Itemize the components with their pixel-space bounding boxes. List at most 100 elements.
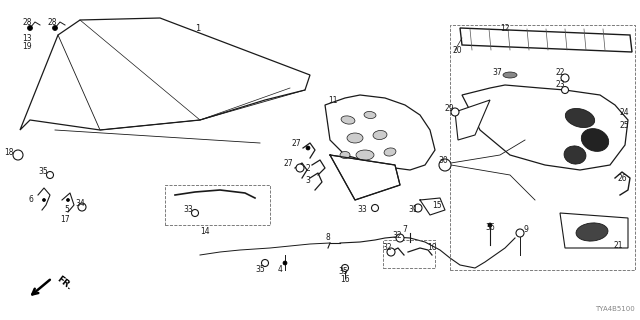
Text: 35: 35: [255, 266, 265, 275]
Bar: [165, 185, 270, 225]
Ellipse shape: [364, 111, 376, 118]
Circle shape: [298, 165, 303, 171]
Circle shape: [452, 109, 458, 115]
Text: 6: 6: [28, 196, 33, 204]
Text: 27: 27: [291, 139, 301, 148]
Bar: [383, 240, 435, 268]
Text: 31: 31: [408, 205, 418, 214]
Text: 13: 13: [22, 34, 31, 43]
Text: 10: 10: [427, 243, 436, 252]
Circle shape: [283, 261, 287, 265]
Text: 21: 21: [614, 241, 623, 250]
Circle shape: [343, 266, 347, 270]
Ellipse shape: [347, 133, 363, 143]
Text: 37: 37: [492, 68, 502, 76]
Circle shape: [47, 172, 54, 179]
Text: 33: 33: [357, 205, 367, 214]
Text: 7: 7: [402, 226, 407, 235]
Circle shape: [396, 234, 404, 242]
Circle shape: [439, 159, 451, 171]
Circle shape: [48, 173, 52, 177]
Text: 12: 12: [500, 23, 509, 33]
Circle shape: [416, 206, 420, 210]
Text: 17: 17: [60, 215, 70, 225]
Text: 32: 32: [382, 243, 392, 252]
Text: 23: 23: [556, 79, 566, 89]
Circle shape: [78, 203, 86, 211]
Text: 9: 9: [524, 226, 529, 235]
Bar: [450, 25, 635, 270]
Text: 15: 15: [432, 201, 442, 210]
Circle shape: [561, 74, 569, 82]
Text: 11: 11: [328, 95, 337, 105]
Circle shape: [563, 88, 567, 92]
Ellipse shape: [503, 72, 517, 78]
Circle shape: [79, 204, 84, 210]
Ellipse shape: [356, 150, 374, 160]
Circle shape: [193, 211, 197, 215]
Text: 34: 34: [75, 198, 84, 207]
Ellipse shape: [581, 129, 609, 151]
Circle shape: [52, 26, 58, 30]
Text: 14: 14: [200, 228, 210, 236]
Text: 18: 18: [4, 148, 13, 156]
Circle shape: [414, 204, 422, 212]
Ellipse shape: [384, 148, 396, 156]
Circle shape: [488, 223, 492, 227]
Ellipse shape: [340, 151, 350, 158]
Ellipse shape: [341, 116, 355, 124]
Text: 29: 29: [444, 103, 454, 113]
Text: 2: 2: [305, 164, 310, 172]
Circle shape: [387, 248, 395, 256]
Circle shape: [191, 210, 198, 217]
Circle shape: [451, 108, 459, 116]
Text: TYA4B5100: TYA4B5100: [595, 306, 635, 312]
Polygon shape: [560, 213, 628, 248]
Text: 35: 35: [338, 268, 348, 276]
Circle shape: [388, 250, 394, 254]
Text: 8: 8: [325, 234, 330, 243]
Ellipse shape: [565, 108, 595, 128]
Circle shape: [262, 260, 269, 267]
Polygon shape: [462, 85, 628, 170]
Text: 20: 20: [452, 45, 461, 54]
Circle shape: [518, 230, 522, 236]
Text: 1: 1: [195, 23, 200, 33]
Ellipse shape: [576, 223, 608, 241]
Polygon shape: [330, 155, 400, 200]
Text: 30: 30: [438, 156, 448, 164]
Text: 19: 19: [22, 42, 31, 51]
Text: 28: 28: [22, 18, 31, 27]
Text: 32: 32: [392, 230, 402, 239]
Text: 4: 4: [278, 266, 283, 275]
Circle shape: [13, 150, 23, 160]
Circle shape: [516, 229, 524, 237]
Text: 27: 27: [283, 158, 292, 167]
Circle shape: [306, 146, 310, 150]
Circle shape: [263, 261, 267, 265]
Circle shape: [561, 86, 568, 93]
Circle shape: [373, 206, 377, 210]
Circle shape: [563, 76, 568, 81]
Text: 25: 25: [620, 121, 630, 130]
Ellipse shape: [564, 146, 586, 164]
Ellipse shape: [373, 131, 387, 140]
Circle shape: [371, 204, 378, 212]
Text: 3: 3: [305, 175, 310, 185]
Polygon shape: [325, 95, 435, 170]
Text: 35: 35: [38, 166, 48, 175]
Circle shape: [42, 198, 45, 202]
Polygon shape: [20, 18, 310, 130]
Polygon shape: [460, 28, 632, 52]
Text: 24: 24: [620, 108, 630, 116]
Text: 5: 5: [64, 205, 69, 214]
Circle shape: [67, 198, 70, 202]
Text: 36: 36: [485, 223, 495, 233]
Circle shape: [441, 161, 449, 169]
Text: 33: 33: [183, 205, 193, 214]
Circle shape: [296, 164, 304, 172]
Polygon shape: [455, 100, 490, 140]
Text: 26: 26: [617, 173, 627, 182]
Circle shape: [15, 151, 22, 158]
Text: 28: 28: [47, 18, 56, 27]
